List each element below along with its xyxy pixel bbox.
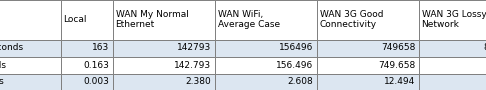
Bar [0,57,60,74]
Bar [214,74,316,90]
Text: 142.793: 142.793 [174,60,211,69]
Bar [418,57,486,74]
Bar [214,57,316,74]
Text: WAN 3G Good
Connectivity: WAN 3G Good Connectivity [319,10,383,29]
Bar [214,0,316,40]
Bar [60,74,112,90]
Bar [112,57,214,74]
Text: 803080: 803080 [483,43,486,52]
Text: WAN My Normal
Ethernet: WAN My Normal Ethernet [116,10,189,29]
Text: Milliseconds: Milliseconds [0,43,24,52]
Text: 156.496: 156.496 [276,60,313,69]
Bar [112,74,214,90]
Bar [0,74,60,90]
Bar [112,0,214,40]
Bar [418,0,486,40]
Text: 749658: 749658 [381,43,416,52]
Bar [316,40,418,57]
Bar [418,74,486,90]
Text: 12.494: 12.494 [384,77,416,86]
Text: 749.658: 749.658 [378,60,416,69]
Text: 0.003: 0.003 [84,77,109,86]
Bar [60,40,112,57]
Bar [316,0,418,40]
Text: 0.163: 0.163 [84,60,109,69]
Text: 2.380: 2.380 [186,77,211,86]
Text: WAN WiFi,
Average Case: WAN WiFi, Average Case [218,10,279,29]
Text: WAN 3G Lossy
Network: WAN 3G Lossy Network [421,10,486,29]
Bar [60,0,112,40]
Text: 2.608: 2.608 [288,77,313,86]
Bar [60,57,112,74]
Bar [112,40,214,57]
Bar [316,74,418,90]
Bar [0,0,60,40]
Text: Seconds: Seconds [0,60,6,69]
Text: 163: 163 [92,43,109,52]
Text: Local: Local [64,15,87,24]
Text: Minutes: Minutes [0,77,4,86]
Bar [316,57,418,74]
Text: 156496: 156496 [279,43,313,52]
Bar [0,40,60,57]
Bar [214,40,316,57]
Text: 142793: 142793 [177,43,211,52]
Bar [418,40,486,57]
